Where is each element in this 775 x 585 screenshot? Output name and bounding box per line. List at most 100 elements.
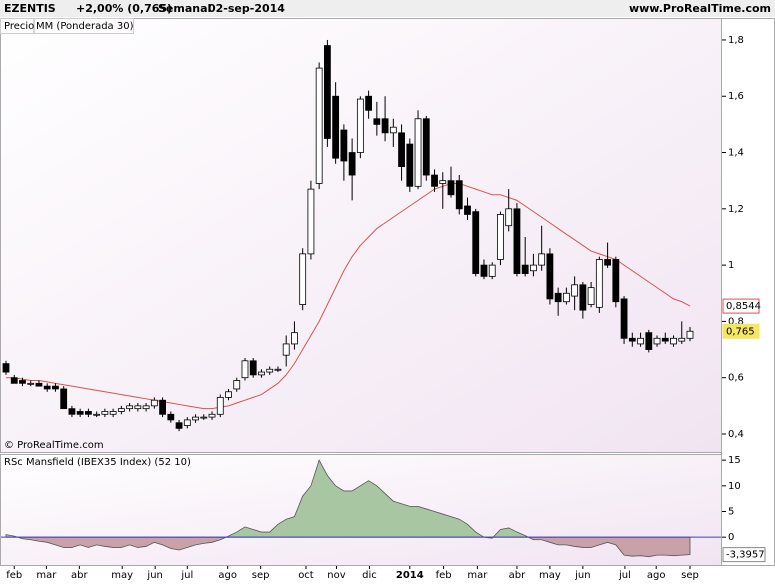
candle-body [60, 388, 68, 410]
legend-box [0, 18, 134, 34]
last-label-box [722, 298, 760, 314]
y-tick-label: 1,8 [728, 35, 744, 46]
candle-body [216, 396, 224, 415]
candle-body [323, 45, 331, 139]
candle-body [340, 129, 348, 162]
candle-body [546, 253, 554, 300]
x-tick-label: dic [362, 570, 377, 581]
candle-body [497, 214, 504, 260]
indicator-title: RSc Mansfield (IBEX35 Index) (52 10) [4, 457, 191, 468]
last-label-box [722, 323, 760, 339]
candle-body [480, 264, 488, 277]
x-tick-label: jul [618, 570, 631, 581]
candle-body [183, 419, 191, 426]
candle-body [472, 211, 480, 274]
candle-body [332, 95, 340, 159]
candle-body [356, 98, 364, 153]
candle-body [43, 385, 51, 390]
price-panel [0, 18, 722, 453]
candle-body [159, 399, 166, 415]
x-tick-label: abr [71, 570, 88, 581]
y-tick-label: 1,2 [728, 204, 744, 215]
y-tick-label: 1,4 [728, 148, 744, 159]
x-tick-label: ago [647, 570, 666, 581]
candle-body [291, 332, 298, 345]
candle-body [52, 385, 59, 390]
date: 02-sep-2014 [208, 2, 285, 15]
copyright: © ProRealTime.com [4, 440, 104, 451]
candle-body [439, 180, 447, 184]
candle-body [686, 330, 694, 339]
candle-body [464, 205, 471, 215]
candle-body [381, 118, 389, 134]
x-tick-label: jun [574, 570, 590, 581]
candle-body [373, 118, 381, 125]
candle-body [653, 337, 661, 345]
x-tick-label: ago [218, 570, 237, 581]
candle-body [562, 292, 570, 303]
candle-body [554, 292, 562, 303]
y-tick-label: 5 [728, 507, 734, 518]
y-tick-label: 10 [728, 481, 741, 492]
x-tick-label: mar [467, 570, 488, 581]
x-tick-label: mar [36, 570, 57, 581]
x-tick-label: sep [681, 570, 699, 581]
candle-body [19, 380, 26, 384]
candle-body [274, 368, 282, 371]
candle-body [142, 405, 150, 410]
candle-body [117, 408, 125, 412]
candle-body [225, 391, 232, 398]
y-tick-label: 0,8 [728, 316, 744, 327]
legend-entry: Precio [4, 21, 34, 32]
indicator-area [5, 459, 691, 558]
candle-body [414, 118, 422, 187]
candle-body [678, 337, 686, 342]
candle-body [35, 382, 43, 387]
candle-body [208, 413, 216, 418]
moving-average [6, 182, 691, 410]
candle-body [27, 382, 35, 385]
candle-body [101, 411, 109, 415]
candle-body [150, 399, 158, 407]
candle-body [175, 422, 183, 429]
candle-body [2, 363, 10, 373]
candle-body [670, 337, 677, 345]
last-label: -3,3957 [726, 550, 765, 561]
x-tick-label: may [111, 570, 133, 581]
candle-body [538, 253, 546, 266]
last-label: 0,8544 [726, 301, 761, 312]
candle-body [521, 264, 529, 274]
candle-body [167, 413, 175, 421]
symbol: EZENTIS [4, 2, 56, 15]
x-tick-label: jul [180, 570, 193, 581]
candle-body [431, 174, 438, 187]
x-tick-label: sep [252, 570, 270, 581]
candle-body [307, 188, 315, 255]
last-label: 0,765 [726, 326, 755, 337]
candle-body [612, 259, 620, 303]
candle-body [93, 413, 101, 416]
candle-body [455, 180, 463, 210]
x-tick-label: may [539, 570, 561, 581]
candle-body [68, 408, 76, 415]
candle-body [389, 126, 397, 134]
candle-body [76, 411, 84, 415]
change: +2,00% (0,765) [76, 2, 172, 15]
candle-body [233, 380, 241, 390]
candle-body [126, 405, 134, 410]
candle-body [200, 416, 208, 419]
candle-body [192, 416, 199, 421]
candle-body [620, 298, 628, 339]
x-tick-label: abr [509, 570, 526, 581]
candle-body [348, 152, 356, 176]
candle-body [447, 180, 455, 196]
y-tick-label: 0 [728, 532, 734, 543]
y-tick-label: 0,6 [728, 373, 744, 384]
candle-body [579, 284, 587, 311]
candle-body [637, 337, 644, 345]
candle-body [505, 208, 513, 227]
candle-body [571, 284, 579, 297]
legend-entry: MM (Ponderada 30) [36, 21, 134, 32]
y-tick-label: 0,4 [728, 429, 744, 440]
